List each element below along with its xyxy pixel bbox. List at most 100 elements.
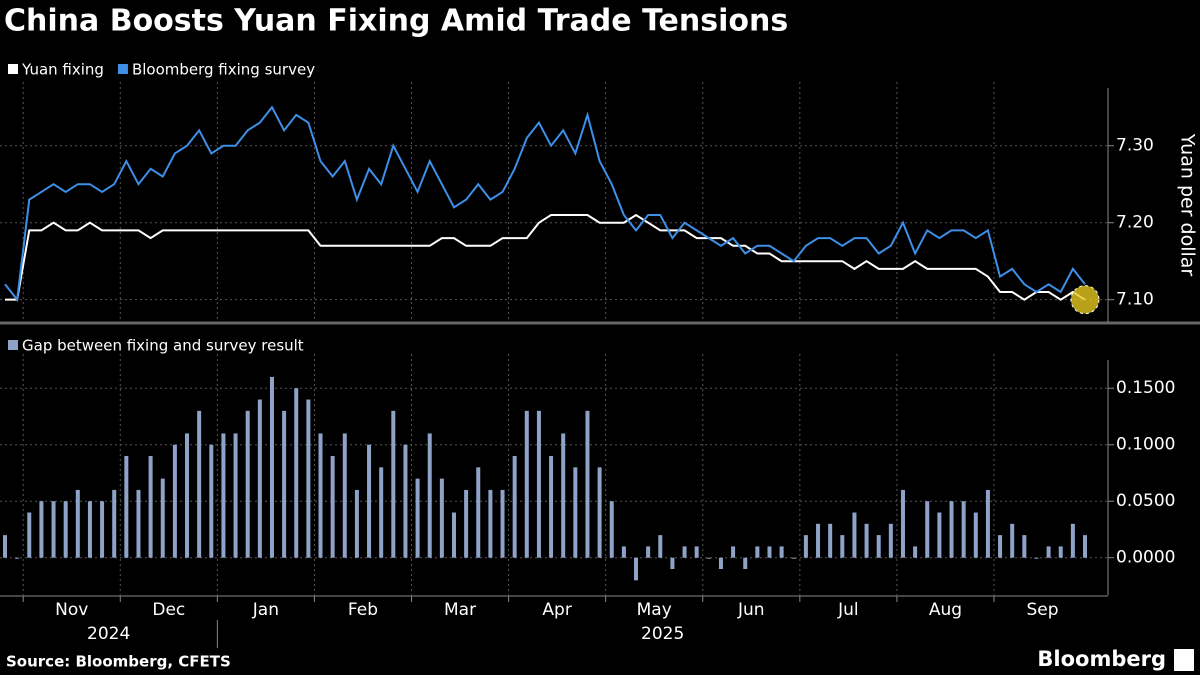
bar bbox=[609, 501, 614, 558]
x-tick-label: Aug bbox=[929, 600, 962, 620]
bar bbox=[864, 523, 869, 558]
bar bbox=[743, 557, 748, 570]
x-tick-label: Jul bbox=[837, 600, 859, 620]
bar bbox=[330, 456, 335, 558]
bar bbox=[670, 557, 675, 570]
y-tick-label: 0.1500 bbox=[1116, 378, 1175, 398]
bar bbox=[500, 489, 505, 558]
bar bbox=[621, 546, 626, 558]
bar bbox=[900, 489, 905, 558]
bar bbox=[306, 399, 311, 558]
bar bbox=[318, 433, 323, 558]
bar bbox=[488, 489, 493, 558]
bar bbox=[646, 546, 651, 558]
x-tick-label: Mar bbox=[444, 600, 476, 620]
bar bbox=[3, 535, 7, 558]
bar bbox=[379, 467, 384, 558]
bar bbox=[282, 410, 287, 558]
bar bbox=[985, 489, 990, 558]
bar bbox=[427, 433, 432, 558]
y-tick-label: 7.30 bbox=[1116, 136, 1154, 156]
bar bbox=[221, 433, 226, 558]
logo-icon bbox=[1174, 649, 1194, 671]
bar bbox=[561, 433, 566, 558]
legend-swatch bbox=[8, 340, 18, 350]
bar bbox=[803, 535, 808, 558]
legend-label: Yuan fixing bbox=[21, 61, 104, 79]
bar bbox=[634, 557, 639, 581]
chart-title: China Boosts Yuan Fixing Amid Trade Tens… bbox=[4, 4, 788, 39]
bar bbox=[100, 501, 105, 558]
bar bbox=[973, 512, 978, 558]
bar bbox=[573, 467, 578, 558]
bar bbox=[791, 557, 796, 559]
bar bbox=[257, 399, 262, 558]
bar bbox=[937, 512, 942, 558]
bar bbox=[367, 444, 372, 558]
bar bbox=[27, 512, 32, 558]
bar bbox=[913, 546, 918, 558]
bar bbox=[840, 535, 845, 558]
bar bbox=[1083, 535, 1087, 558]
x-tick-label: Sep bbox=[1027, 600, 1059, 620]
y-tick-label: 0.0000 bbox=[1116, 548, 1175, 568]
y-tick-label: 0.1000 bbox=[1116, 435, 1175, 455]
bar bbox=[464, 489, 469, 558]
bar bbox=[524, 410, 529, 558]
bar bbox=[160, 478, 165, 558]
bar bbox=[755, 546, 760, 558]
bar bbox=[1058, 546, 1063, 558]
legend-swatch bbox=[117, 64, 128, 74]
bar bbox=[209, 444, 214, 558]
bar bbox=[888, 523, 893, 558]
bar bbox=[39, 501, 44, 558]
bar bbox=[706, 557, 711, 559]
legend-label: Gap between fixing and survey result bbox=[22, 337, 304, 355]
bar bbox=[476, 467, 481, 558]
bar bbox=[415, 478, 420, 558]
bar bbox=[828, 523, 833, 558]
bar bbox=[1034, 557, 1039, 559]
bar bbox=[597, 467, 602, 558]
bar bbox=[585, 410, 590, 558]
bar bbox=[549, 456, 554, 558]
bar bbox=[949, 501, 954, 558]
bar bbox=[63, 501, 68, 558]
bar bbox=[112, 489, 117, 558]
bar bbox=[718, 557, 723, 570]
bar bbox=[1070, 523, 1075, 558]
bar bbox=[1046, 546, 1051, 558]
y-axis-label: Yuan per dollar bbox=[1177, 133, 1199, 277]
bar bbox=[354, 489, 359, 558]
bar bbox=[197, 410, 202, 558]
bar bbox=[658, 535, 663, 558]
bar bbox=[75, 489, 80, 558]
x-tick-label: Jan bbox=[252, 600, 279, 620]
bar bbox=[779, 546, 784, 558]
x-tick-label: Apr bbox=[542, 600, 571, 620]
x-tick-label: Nov bbox=[55, 600, 88, 620]
bar bbox=[998, 535, 1003, 558]
bar bbox=[852, 512, 857, 558]
y-tick-label: 7.10 bbox=[1116, 290, 1154, 310]
year-label: 2025 bbox=[641, 624, 684, 644]
bar bbox=[233, 433, 238, 558]
bar bbox=[925, 501, 930, 558]
bar bbox=[512, 456, 517, 558]
bar bbox=[451, 512, 456, 558]
bar bbox=[15, 557, 20, 559]
x-tick-label: May bbox=[637, 600, 672, 620]
bar bbox=[136, 489, 141, 558]
bar bbox=[1022, 535, 1027, 558]
latest-highlight bbox=[1070, 285, 1100, 315]
logo: Bloomberg bbox=[1037, 647, 1166, 671]
x-tick-label: Feb bbox=[348, 600, 378, 620]
bar bbox=[767, 546, 772, 558]
y-tick-label: 0.0500 bbox=[1116, 491, 1175, 511]
bar bbox=[148, 456, 153, 558]
source: Source: Bloomberg, CFETS bbox=[6, 653, 231, 671]
legend-swatch bbox=[8, 64, 18, 74]
legend-label: Bloomberg fixing survey bbox=[132, 61, 315, 79]
bar bbox=[439, 478, 444, 558]
